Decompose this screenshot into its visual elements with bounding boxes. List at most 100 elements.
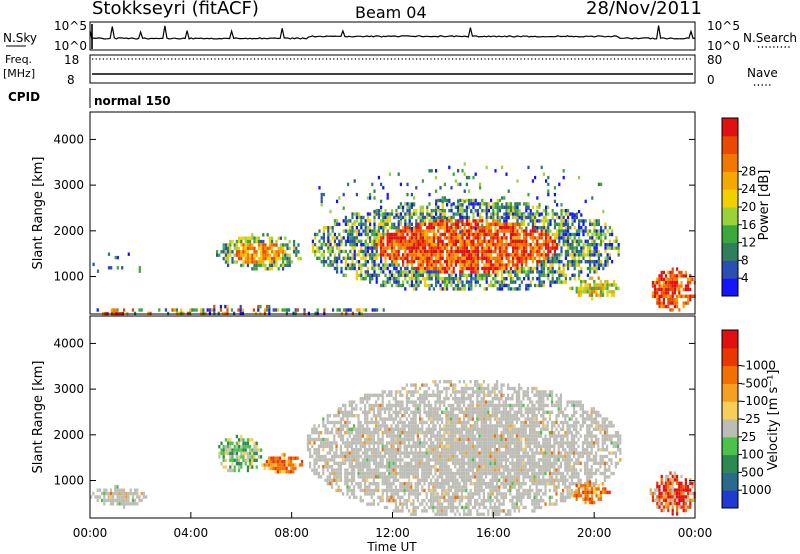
heatmap-cell (487, 256, 490, 260)
heatmap-cell (333, 471, 336, 476)
heatmap-cell (573, 232, 576, 237)
heatmap-cell (249, 445, 252, 449)
heatmap-cell (103, 491, 106, 496)
heatmap-cell (339, 475, 342, 479)
heatmap-cell (338, 243, 341, 247)
heatmap-cell (364, 431, 367, 435)
heatmap-cell (346, 417, 349, 421)
heatmap-cell (474, 249, 477, 254)
heatmap-cell (595, 229, 598, 233)
heatmap-cell (419, 400, 422, 404)
heatmap-cell (456, 390, 459, 394)
heatmap-cell (564, 277, 567, 281)
heatmap-cell (540, 165, 543, 170)
heatmap-cell (246, 246, 249, 251)
heatmap-cell (394, 414, 397, 418)
heatmap-cell (401, 420, 404, 425)
heatmap-cell (395, 277, 398, 281)
heatmap-cell (567, 226, 570, 230)
heatmap-cell (662, 287, 665, 292)
heatmap-cell (562, 280, 565, 284)
heatmap-cell (255, 445, 258, 449)
heatmap-cell (392, 444, 395, 448)
heatmap-cell (249, 256, 252, 261)
heatmap-cell (359, 488, 362, 493)
heatmap-cell (380, 199, 383, 204)
heatmap-cell (388, 454, 391, 459)
heatmap-cell (366, 471, 369, 476)
heatmap-cell (558, 270, 561, 274)
heatmap-cell (381, 400, 384, 404)
heatmap-cell (553, 260, 556, 264)
heatmap-cell (680, 274, 683, 278)
heatmap-cell (441, 485, 444, 489)
heatmap-cell (571, 260, 574, 264)
heatmap-cell (578, 232, 581, 237)
heatmap-cell (391, 263, 394, 267)
heatmap-cell (366, 215, 369, 220)
heatmap-cell (410, 434, 413, 438)
heatmap-cell (417, 256, 420, 260)
heatmap-cell (399, 283, 402, 288)
heatmap-cell (460, 397, 463, 401)
heatmap-cell (224, 438, 227, 442)
heatmap-cell (216, 250, 219, 254)
heatmap-cell (606, 229, 609, 233)
heatmap-cell (586, 286, 589, 291)
heatmap-cell (220, 441, 223, 445)
heatmap-cell (386, 427, 389, 431)
heatmap-cell (268, 308, 271, 312)
heatmap-cell (372, 393, 375, 397)
heatmap-cell (373, 232, 376, 237)
heatmap-cell (448, 209, 451, 213)
heatmap-cell (273, 250, 276, 254)
heatmap-cell (602, 286, 605, 291)
heatmap-cell (454, 499, 457, 503)
heatmap-cell (678, 287, 681, 292)
heatmap-cell (437, 260, 440, 264)
heatmap-cell (448, 236, 451, 240)
heatmap-cell (375, 451, 378, 455)
heatmap-cell (558, 253, 561, 257)
heatmap-cell (436, 437, 439, 442)
heatmap-cell (405, 465, 408, 469)
heatmap-cell (364, 260, 367, 264)
heatmap-cell (380, 260, 383, 264)
colorbar-swatch (722, 153, 738, 172)
heatmap-cell (364, 485, 367, 489)
heatmap-cell (665, 274, 668, 278)
heatmap-cell (397, 222, 400, 226)
heatmap-cell (520, 266, 523, 271)
heatmap-cell (390, 437, 393, 442)
heatmap-cell (448, 219, 451, 223)
heatmap-cell (368, 468, 371, 472)
heatmap-cell (348, 478, 351, 482)
heatmap-cell (505, 202, 508, 206)
heatmap-cell (371, 246, 374, 250)
heatmap-cell (351, 226, 354, 230)
heatmap-cell (547, 249, 550, 254)
heatmap-cell (470, 273, 473, 277)
heatmap-cell (318, 246, 321, 250)
heatmap-cell (467, 414, 470, 418)
heatmap-cell (487, 260, 490, 264)
heatmap-cell (667, 298, 670, 302)
heatmap-cell (556, 232, 559, 237)
heatmap-cell (340, 266, 343, 271)
heatmap-cell (263, 463, 266, 467)
heatmap-cell (366, 243, 369, 247)
heatmap-cell (485, 266, 488, 271)
heatmap-cell (452, 485, 455, 489)
heatmap-cell (377, 468, 380, 472)
heatmap-cell (514, 215, 517, 220)
heatmap-cell (525, 283, 528, 288)
heatmap-cell (421, 444, 424, 448)
heatmap-cell (408, 437, 411, 442)
heatmap-cell (523, 253, 526, 257)
heatmap-cell (604, 263, 607, 267)
heatmap-cell (567, 243, 570, 247)
heatmap-cell (529, 253, 532, 257)
heatmap-cell (408, 260, 411, 264)
heatmap-cell (358, 311, 361, 316)
heatmap-cell (339, 427, 342, 431)
